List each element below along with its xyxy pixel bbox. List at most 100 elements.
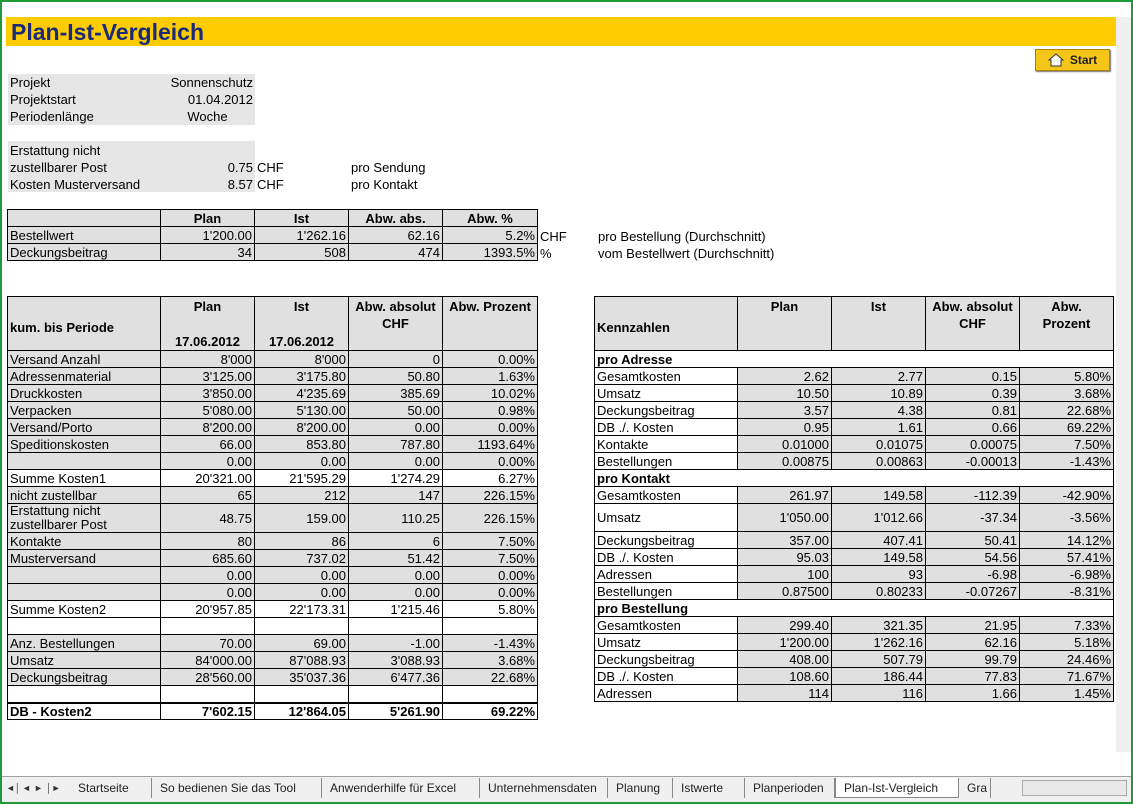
table-cell[interactable]: 737.02 xyxy=(254,549,349,567)
table-cell[interactable]: 1'262.16 xyxy=(831,633,926,651)
summary-cell[interactable]: 508 xyxy=(254,243,349,261)
table-cell[interactable] xyxy=(160,685,255,703)
sheet-tab[interactable]: So bedienen Sie das Tool xyxy=(152,778,322,798)
table-cell[interactable]: 3'175.80 xyxy=(254,367,349,385)
table-cell[interactable]: 1'274.29 xyxy=(348,469,443,487)
table-cell[interactable]: 385.69 xyxy=(348,384,443,402)
table-cell[interactable]: 0.95 xyxy=(737,418,832,436)
table-cell[interactable]: 10.02% xyxy=(442,384,538,402)
table-cell[interactable]: 0.00 xyxy=(160,583,255,601)
table-cell[interactable]: 95.03 xyxy=(737,548,832,566)
table-cell[interactable]: 226.15% xyxy=(442,486,538,504)
table-cell[interactable]: 357.00 xyxy=(737,531,832,549)
table-cell[interactable]: 77.83 xyxy=(925,667,1020,685)
table-cell[interactable]: 7.50% xyxy=(442,532,538,550)
table-cell[interactable]: 50.41 xyxy=(925,531,1020,549)
last-sheet-icon[interactable]: │► xyxy=(46,783,61,793)
table-cell[interactable]: 685.60 xyxy=(160,549,255,567)
sheet-tab[interactable]: Planung xyxy=(608,778,673,798)
table-cell[interactable]: -1.43% xyxy=(442,634,538,652)
table-cell[interactable]: 24.46% xyxy=(1019,650,1114,668)
table-cell[interactable]: 0.66 xyxy=(925,418,1020,436)
table-cell[interactable]: 0.00875 xyxy=(737,452,832,470)
table-cell[interactable]: 3.68% xyxy=(442,651,538,669)
table-cell[interactable]: 114 xyxy=(737,684,832,702)
table-cell[interactable]: 0.01000 xyxy=(737,435,832,453)
sheet-tab[interactable]: Istwerte xyxy=(673,778,745,798)
table-cell[interactable]: 20'957.85 xyxy=(160,600,255,618)
table-cell[interactable]: 28'560.00 xyxy=(160,668,255,686)
table-cell[interactable]: 787.80 xyxy=(348,435,443,453)
table-cell[interactable]: 6 xyxy=(348,532,443,550)
table-cell[interactable]: 6.27% xyxy=(442,469,538,487)
table-cell[interactable] xyxy=(442,617,538,635)
first-sheet-icon[interactable]: ◄│ xyxy=(6,783,21,793)
table-cell[interactable]: 149.58 xyxy=(831,548,926,566)
table-cell[interactable]: 0.00% xyxy=(442,452,538,470)
table-cell[interactable]: 0.39 xyxy=(925,384,1020,402)
table-cell[interactable]: 21.95 xyxy=(925,616,1020,634)
table-cell[interactable]: 62.16 xyxy=(925,633,1020,651)
table-cell[interactable] xyxy=(254,685,349,703)
table-cell[interactable]: 116 xyxy=(831,684,926,702)
table-cell[interactable]: 5.80% xyxy=(442,600,538,618)
table-cell[interactable]: 8'000 xyxy=(160,350,255,368)
table-cell[interactable]: 54.56 xyxy=(925,548,1020,566)
table-cell[interactable]: 3'850.00 xyxy=(160,384,255,402)
table-cell[interactable]: 8'200.00 xyxy=(160,418,255,436)
table-cell[interactable]: 186.44 xyxy=(831,667,926,685)
table-cell[interactable]: 99.79 xyxy=(925,650,1020,668)
table-cell[interactable]: 93 xyxy=(831,565,926,583)
table-cell[interactable]: 4.38 xyxy=(831,401,926,419)
table-cell[interactable]: 1193.64% xyxy=(442,435,538,453)
table-cell[interactable]: 51.42 xyxy=(348,549,443,567)
table-cell[interactable]: 110.25 xyxy=(348,503,443,533)
table-cell[interactable]: 0.80233 xyxy=(831,582,926,600)
summary-cell[interactable]: 1'262.16 xyxy=(254,226,349,244)
table-cell[interactable]: 0.00 xyxy=(348,566,443,584)
table-cell[interactable] xyxy=(348,617,443,635)
table-cell[interactable]: 0.00 xyxy=(348,452,443,470)
table-cell[interactable] xyxy=(348,685,443,703)
table-cell[interactable]: 3'125.00 xyxy=(160,367,255,385)
summary-cell[interactable]: 1'200.00 xyxy=(160,226,255,244)
table-cell[interactable]: 7'602.15 xyxy=(160,701,255,720)
table-cell[interactable]: 0.00075 xyxy=(925,435,1020,453)
summary-cell[interactable]: 34 xyxy=(160,243,255,261)
table-cell[interactable]: 4'235.69 xyxy=(254,384,349,402)
table-cell[interactable]: 8'000 xyxy=(254,350,349,368)
table-cell[interactable]: 50.00 xyxy=(348,401,443,419)
sheet-tab[interactable]: Anwenderhilfe für Excel xyxy=(322,778,480,798)
table-cell[interactable] xyxy=(254,617,349,635)
table-cell[interactable]: 0.87500 xyxy=(737,582,832,600)
table-cell[interactable]: 69.00 xyxy=(254,634,349,652)
table-cell[interactable]: 0.00% xyxy=(442,418,538,436)
sheet-tab[interactable]: Gra xyxy=(959,778,991,798)
table-cell[interactable]: 407.41 xyxy=(831,531,926,549)
table-cell[interactable]: 226.15% xyxy=(442,503,538,533)
table-cell[interactable]: 0.00% xyxy=(442,583,538,601)
table-cell[interactable]: 84'000.00 xyxy=(160,651,255,669)
table-cell[interactable]: 299.40 xyxy=(737,616,832,634)
table-cell[interactable]: 408.00 xyxy=(737,650,832,668)
table-cell[interactable]: 80 xyxy=(160,532,255,550)
table-cell[interactable] xyxy=(442,685,538,703)
sheet-tab[interactable]: Unternehmensdaten xyxy=(480,778,608,798)
table-cell[interactable]: 22'173.31 xyxy=(254,600,349,618)
table-cell[interactable]: 159.00 xyxy=(254,503,349,533)
table-cell[interactable]: 69.22% xyxy=(1019,418,1114,436)
table-cell[interactable]: -37.34 xyxy=(925,503,1020,532)
table-cell[interactable]: 8'200.00 xyxy=(254,418,349,436)
table-cell[interactable]: 0.00 xyxy=(348,583,443,601)
table-cell[interactable]: 86 xyxy=(254,532,349,550)
table-cell[interactable]: 2.77 xyxy=(831,367,926,385)
table-cell[interactable]: 0.00 xyxy=(160,452,255,470)
table-cell[interactable]: 21'595.29 xyxy=(254,469,349,487)
table-cell[interactable]: 57.41% xyxy=(1019,548,1114,566)
table-cell[interactable]: 1.45% xyxy=(1019,684,1114,702)
table-cell[interactable]: -3.56% xyxy=(1019,503,1114,532)
prev-sheet-icon[interactable]: ◄ xyxy=(22,783,31,793)
table-cell[interactable]: 66.00 xyxy=(160,435,255,453)
table-cell[interactable]: -1.43% xyxy=(1019,452,1114,470)
table-cell[interactable]: -42.90% xyxy=(1019,486,1114,504)
